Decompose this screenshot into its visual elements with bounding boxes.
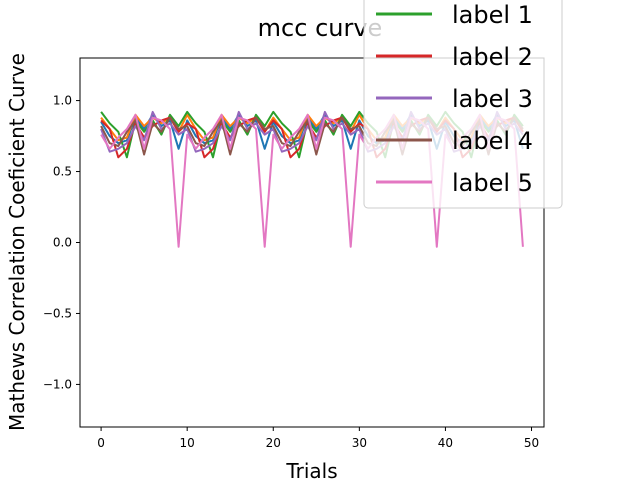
x-tick-label: 20 xyxy=(266,436,281,450)
y-axis-label: Mathews Correlation Coeficient Curve xyxy=(5,53,29,431)
legend-label: label 2 xyxy=(452,43,533,71)
x-tick-label: 40 xyxy=(438,436,453,450)
x-tick-label: 0 xyxy=(97,436,105,450)
x-axis-label: Trials xyxy=(285,459,337,480)
x-tick-label: 50 xyxy=(524,436,539,450)
x-tick-label: 10 xyxy=(180,436,195,450)
x-tick-label: 30 xyxy=(352,436,367,450)
legend-label: label 1 xyxy=(452,1,533,29)
legend-label: label 5 xyxy=(452,169,533,197)
legend: label 1 label 2 label 3 label 4 label 5 xyxy=(363,0,563,209)
legend-label: label 3 xyxy=(452,85,533,113)
legend-label: label 4 xyxy=(452,127,533,155)
y-axis-ticks: −1.0 −0.5 0.0 0.5 1.0 xyxy=(43,94,80,391)
legend-box xyxy=(363,0,563,209)
y-tick-label: 1.0 xyxy=(53,94,72,108)
y-tick-label: 0.5 xyxy=(53,165,72,179)
y-tick-label: −0.5 xyxy=(43,306,72,320)
y-tick-label: 0.0 xyxy=(53,236,72,250)
chart-title: mcc curve xyxy=(258,14,383,42)
y-tick-label: −1.0 xyxy=(43,377,72,391)
x-axis-ticks: 0 10 20 30 40 50 xyxy=(97,427,539,450)
